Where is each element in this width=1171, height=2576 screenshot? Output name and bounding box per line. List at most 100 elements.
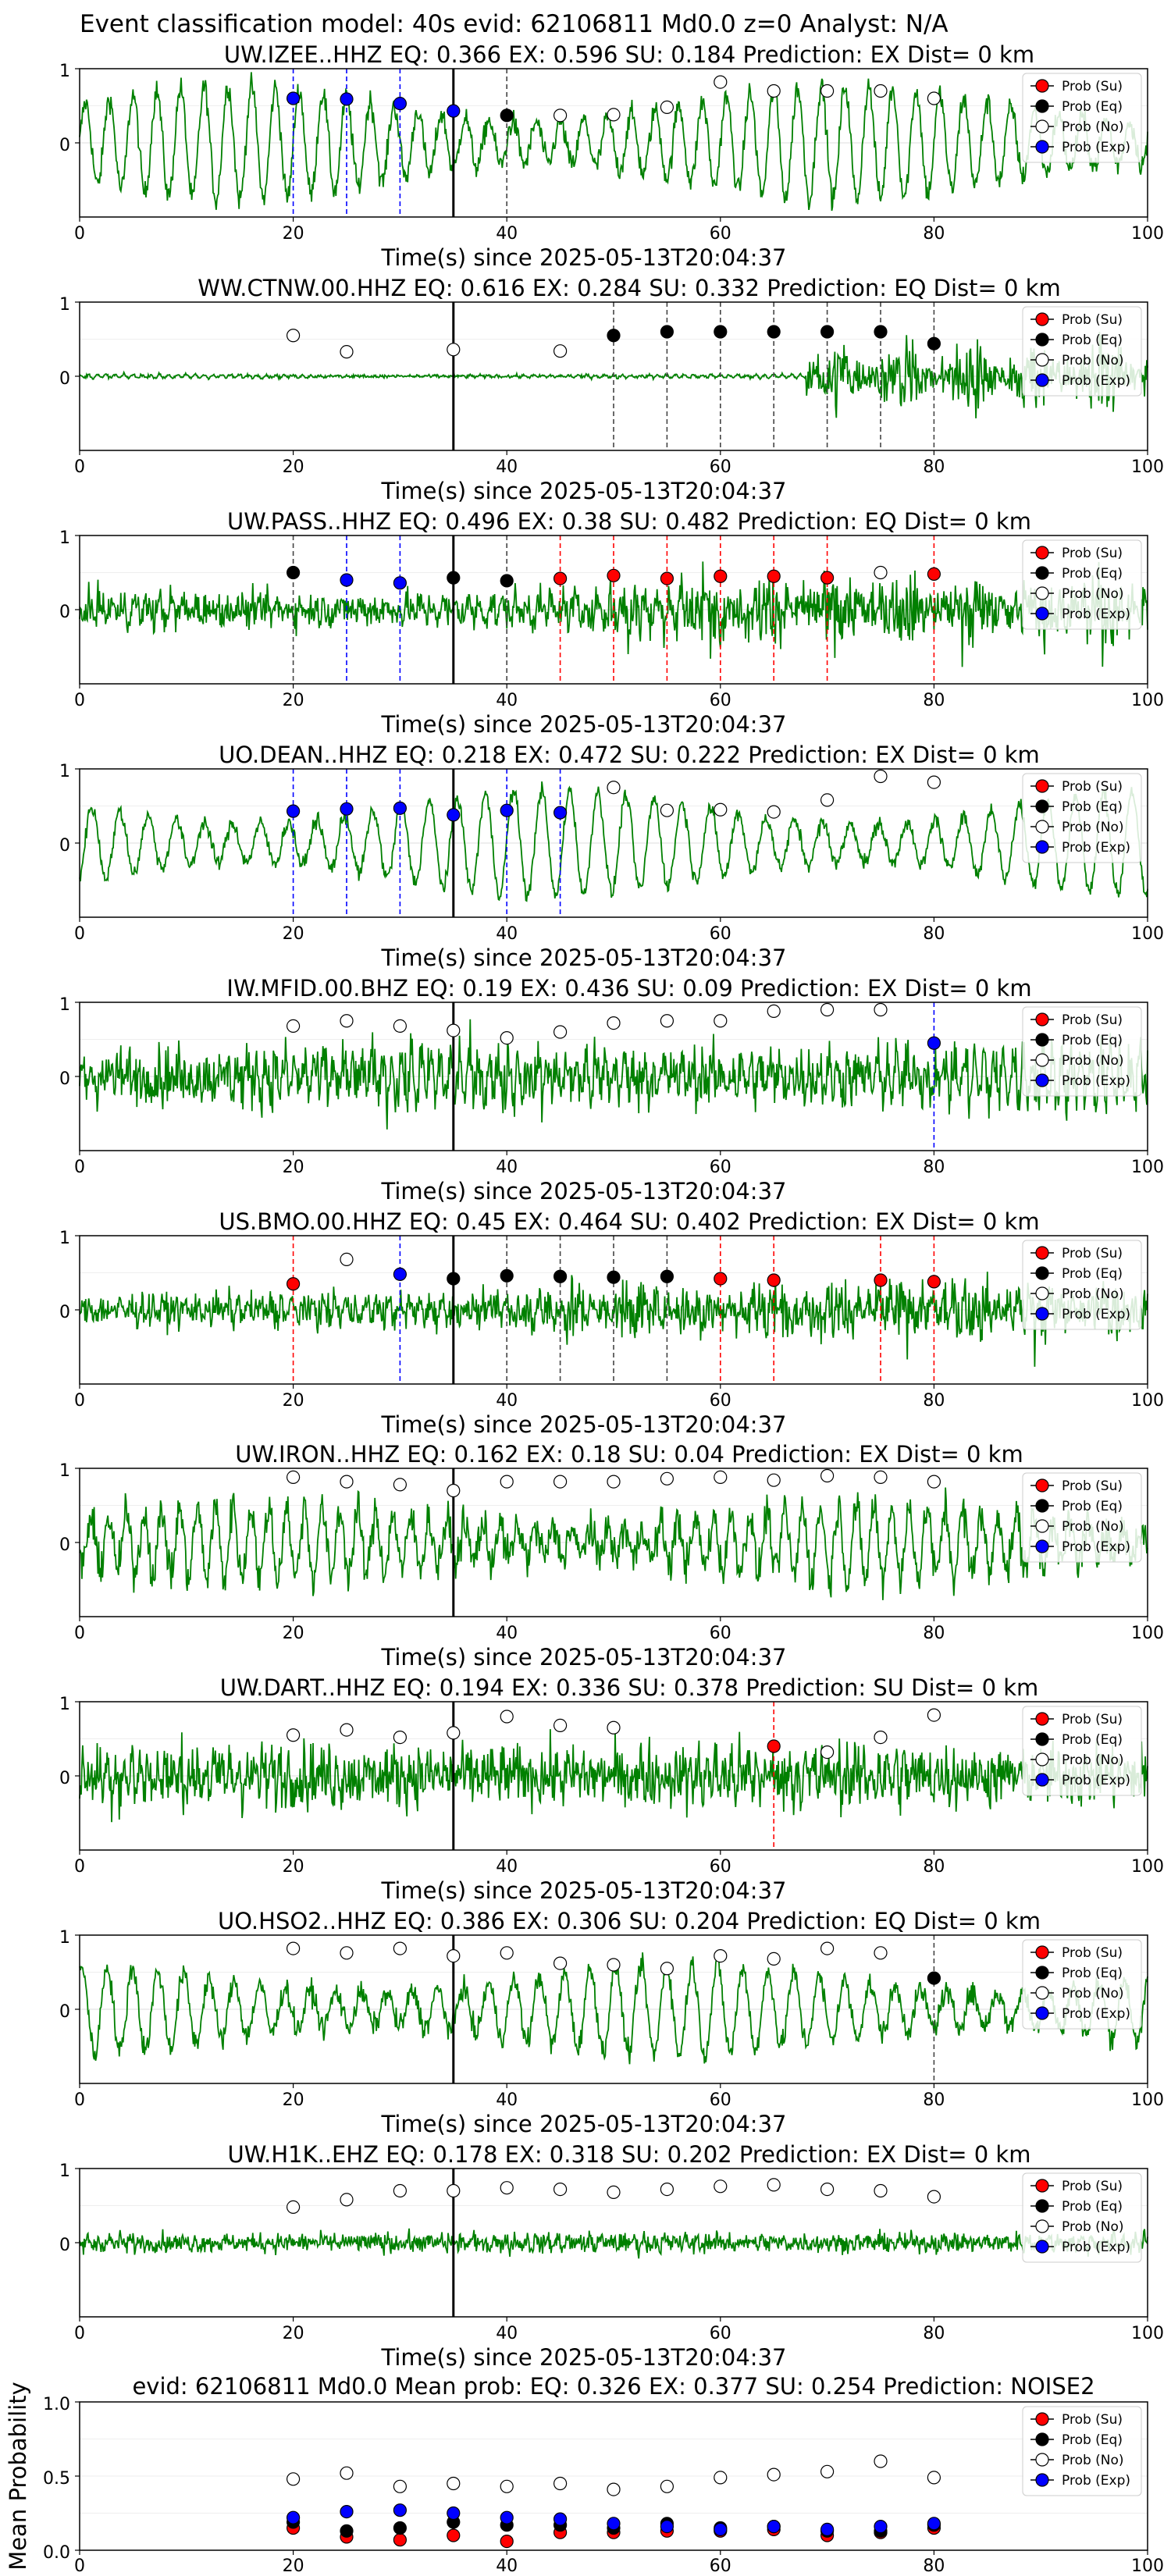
legend-box <box>1022 306 1142 397</box>
mean-prob-point-eq <box>393 2521 408 2535</box>
x-tick-label: 80 <box>923 2324 945 2343</box>
x-tick-label: 0 <box>74 1624 85 1643</box>
mean-prob-point-no <box>767 2467 781 2482</box>
panel-2: 0 20 40 60 80 100 1 0 WW.CTNW.00.HHZ EQ: 0.616 E… <box>59 275 1164 504</box>
legend-marker-eq <box>1035 333 1049 347</box>
legend-entry-exp: Prob (Exp) <box>1062 840 1130 856</box>
mean-prob-point-su <box>500 2535 514 2549</box>
prob-point-no <box>393 1478 408 1492</box>
y-tick-label: 0 <box>59 369 70 389</box>
mean-prob-point-no <box>287 2472 301 2486</box>
x-tick-label: 100 <box>1131 457 1164 477</box>
x-tick-label: 60 <box>710 924 731 944</box>
prob-point-exp <box>287 804 301 818</box>
legend-entry-eq: Prob (Eq) <box>1062 1499 1123 1514</box>
prob-point-no <box>660 803 674 817</box>
y-tick-label: 0 <box>59 1535 70 1555</box>
prob-point-no <box>874 84 888 98</box>
legend-entry-eq: Prob (Eq) <box>1062 1966 1123 1981</box>
x-tick-label: 40 <box>496 2556 518 2576</box>
prob-point-no <box>820 1468 835 1483</box>
prob-point-exp <box>447 104 461 118</box>
x-tick-label: 80 <box>923 2090 945 2110</box>
x-tick-label: 0 <box>74 2090 85 2110</box>
prob-point-no <box>660 1014 674 1028</box>
legend-entry-no: Prob (No) <box>1062 1986 1124 2001</box>
legend-entry-no: Prob (No) <box>1062 2453 1124 2468</box>
legend-marker-eq <box>1035 2199 1049 2213</box>
legend-entry-su: Prob (Su) <box>1062 1712 1123 1727</box>
legend-marker-su <box>1035 1246 1049 1260</box>
legend-marker-exp <box>1035 1307 1049 1321</box>
legend-entry-su: Prob (Su) <box>1062 1945 1123 1961</box>
legend-entry-su: Prob (Su) <box>1062 1246 1123 1261</box>
legend-marker-no <box>1035 820 1049 834</box>
prob-point-no <box>553 344 568 358</box>
legend-marker-no <box>1035 353 1049 367</box>
x-axis-label: Time(s) since 2025-05-13T20:04:37 <box>381 244 787 271</box>
prob-point-no <box>607 1016 621 1030</box>
y-tick-label: 1 <box>59 528 70 548</box>
legend-entry-exp: Prob (Exp) <box>1062 1307 1130 1322</box>
legend-entry-eq: Prob (Eq) <box>1062 799 1123 815</box>
prob-point-eq <box>874 325 888 339</box>
prob-point-no <box>767 84 781 98</box>
prob-point-no <box>767 1952 781 1966</box>
prob-point-no <box>607 1958 621 1972</box>
mean-prob-point-exp <box>447 2506 461 2521</box>
y-tick-label: 1 <box>59 2161 70 2181</box>
x-axis-label: Time(s) since 2025-05-13T20:04:37 <box>381 1178 787 1204</box>
legend-entry-no: Prob (No) <box>1062 586 1124 602</box>
legend-box <box>1022 1472 1142 1563</box>
prob-point-no <box>927 775 941 789</box>
mean-prob-point-exp <box>607 2517 621 2531</box>
x-tick-label: 100 <box>1131 2556 1164 2576</box>
legend-marker-su <box>1035 312 1049 326</box>
prob-point-no <box>393 2183 408 2198</box>
legend-marker-eq <box>1035 1266 1049 1280</box>
legend-marker-exp <box>1035 2006 1049 2020</box>
y-tick-label: 1 <box>59 295 70 315</box>
legend-marker-exp <box>1035 2473 1049 2487</box>
legend-box <box>1022 773 1142 863</box>
x-tick-label: 80 <box>923 1391 945 1411</box>
prob-point-eq <box>927 1971 941 1985</box>
x-tick-label: 100 <box>1131 691 1164 710</box>
prob-point-no <box>927 1475 941 1489</box>
prob-point-no <box>393 1731 408 1745</box>
prob-point-exp <box>553 806 568 820</box>
legend-entry-eq: Prob (Eq) <box>1062 2199 1123 2215</box>
prob-point-no <box>820 1941 835 1955</box>
legend-entry-exp: Prob (Exp) <box>1062 607 1130 622</box>
prob-point-no <box>500 1710 514 1724</box>
x-tick-label: 20 <box>283 2324 304 2343</box>
prob-point-no <box>714 1949 728 1963</box>
prob-point-no <box>553 2183 568 2197</box>
prob-point-no <box>447 1949 461 1963</box>
legend-entry-eq: Prob (Eq) <box>1062 1266 1123 1282</box>
prob-point-eq <box>607 329 621 343</box>
prob-point-no <box>607 2185 621 2199</box>
y-tick-label: 0 <box>59 603 70 622</box>
x-tick-label: 0 <box>74 457 85 477</box>
prob-point-su <box>714 1272 728 1286</box>
legend-marker-su <box>1035 546 1049 560</box>
legend-entry-eq: Prob (Eq) <box>1062 1033 1123 1048</box>
prob-point-no <box>287 1470 301 1485</box>
prob-point-eq <box>500 1268 514 1283</box>
prob-point-no <box>820 2183 835 2197</box>
legend-marker-exp <box>1035 373 1049 387</box>
x-axis-label: Time(s) since 2025-05-13T20:04:37 <box>381 1877 787 1904</box>
x-tick-label: 80 <box>923 457 945 477</box>
panel-title: UW.PASS..HHZ EQ: 0.496 EX: 0.38 SU: 0.48… <box>227 508 1031 535</box>
prob-point-no <box>820 793 835 807</box>
x-tick-label: 60 <box>710 1624 731 1643</box>
prob-point-no <box>393 1019 408 1034</box>
prob-point-no <box>500 1475 514 1489</box>
x-axis-label: Time(s) since 2025-05-13T20:04:37 <box>381 945 787 971</box>
x-tick-label: 100 <box>1131 224 1164 244</box>
mean-prob-point-exp <box>393 2503 408 2517</box>
x-tick-label: 20 <box>283 1391 304 1411</box>
prob-point-no <box>553 1718 568 1732</box>
x-tick-label: 20 <box>283 2556 304 2576</box>
